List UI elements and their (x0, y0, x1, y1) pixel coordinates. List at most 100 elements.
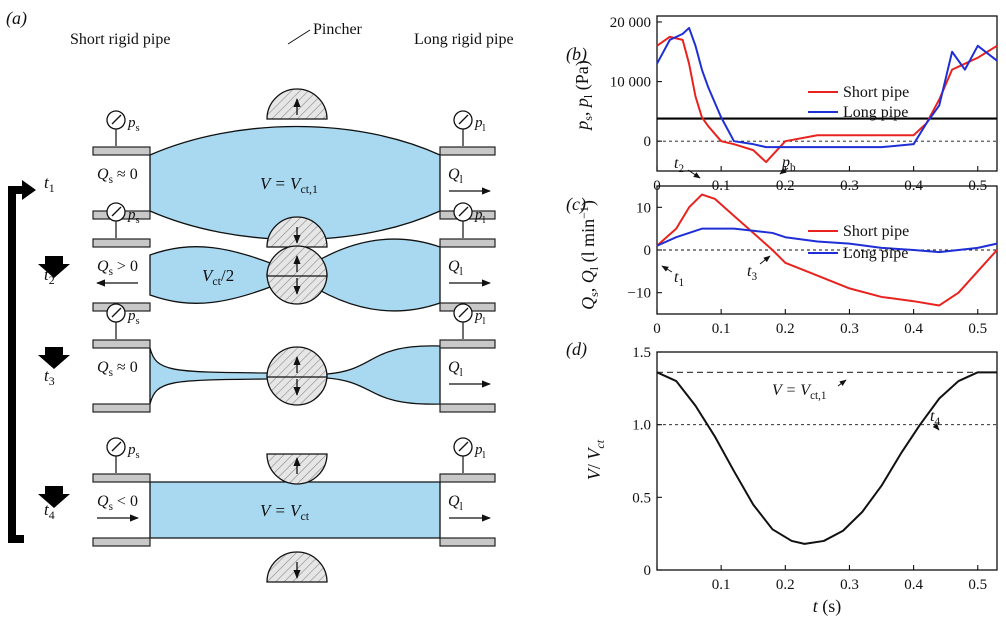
panel-label-a: (a) (6, 8, 27, 29)
legend-entry: Short pipe (808, 84, 909, 101)
y-axis-label-b: ps, pl (Pa) (572, 60, 595, 132)
ps-label: ps (127, 442, 140, 461)
legend-label: Short pipe (843, 223, 909, 240)
ql-label: Ql (448, 258, 463, 278)
pincher-top-3 (266, 374, 328, 406)
ps-label: ps (127, 308, 140, 327)
ql-label: Ql (448, 493, 463, 513)
volume-label: Vct/2 (202, 266, 234, 288)
annotation-t2: t2 (674, 155, 684, 175)
short-pipe-wall-top (92, 339, 151, 349)
stage-arrow-3 (38, 486, 70, 508)
cycle-arrow-head (22, 180, 36, 200)
gauge-needle (111, 307, 122, 318)
y-axis-label-d: V/ Vct (584, 439, 607, 480)
x-tick-label: 0.5 (968, 321, 987, 337)
short-pipe-wall-top (92, 473, 151, 483)
pincher-bottom-4 (266, 551, 328, 583)
plot-frame (656, 15, 998, 172)
annotation-arrow (837, 379, 847, 387)
x-tick-label: 0.3 (840, 321, 859, 337)
pincher-bottom-2 (266, 245, 328, 277)
chart-c: 0 0.1 0.2 0.3 0.4 0.5 −10 0 10 Short pipe Long pip… (577, 185, 998, 337)
ps-label: ps (127, 115, 140, 134)
gauge-needle (111, 441, 122, 452)
legend-entry: Long pipe (808, 104, 908, 121)
y-tick-label: 1.0 (632, 418, 651, 434)
gauge-needle (111, 114, 122, 125)
annotation-t1: t1 (674, 269, 684, 289)
pincher-top-4 (266, 453, 328, 485)
legend-entry: Long pipe (808, 245, 908, 262)
long-pipe-wall-top (439, 238, 496, 248)
series-line-short-pipe (656, 193, 998, 307)
long-pipe-wall-bottom (439, 537, 496, 547)
pl-label: pl (474, 207, 486, 226)
y-tick-label: 0 (644, 243, 652, 259)
x-tick-label: 0.2 (776, 577, 795, 593)
ql-label: Ql (448, 166, 463, 186)
panel-label-b: (b) (566, 44, 587, 65)
series-line-short-pipe (656, 35, 998, 164)
x-tick-label: 0.2 (776, 321, 795, 337)
annotation-arrow (932, 423, 940, 431)
plots-panel: (b) (c) (d) 0 0.1 0.2 0.3 0.4 0.5 0 10 000 20 00… (566, 15, 998, 617)
short-pipe-wall-top (92, 238, 151, 248)
annotation-arrow (661, 265, 673, 273)
legend-label: Long pipe (843, 245, 908, 262)
panel-label-d: (d) (566, 339, 587, 360)
annotation-arrow (687, 169, 701, 179)
y-tick-label: −10 (628, 286, 651, 302)
long-pipe-wall-top (439, 473, 496, 483)
stage-arrow-1 (38, 256, 70, 278)
stage-time-label: t2 (44, 265, 55, 287)
x-tick-label: 0.1 (712, 321, 731, 337)
qs-label: Qs ≈ 0 (97, 166, 138, 186)
long-pipe-wall-top (439, 146, 496, 156)
schematic-panel: (a) Short rigid pipe Long rigid pipe Pin… (6, 8, 514, 583)
qs-label: Qs > 0 (97, 258, 138, 278)
volume-label: V = Vct,1 (260, 174, 318, 196)
ql-label: Ql (448, 359, 463, 379)
stage-time-label: t1 (44, 173, 55, 195)
gauge-needle (458, 307, 469, 318)
y-tick-label: 0 (644, 134, 652, 150)
y-tick-label: 0 (644, 563, 652, 579)
annotation-t3: t3 (747, 263, 757, 283)
stage-rows: ps pl t1 Qs ≈ 0 Ql V = Vct,1 ps pl t2 Qs > 0 Ql Vct… (44, 88, 496, 583)
annotation-pb: pb (781, 154, 796, 174)
annotation-v-ct1: V = Vct,1 (772, 382, 827, 402)
stage-row-4: ps pl t4 Qs < 0 Ql V = Vct (44, 437, 496, 547)
short-pipe-wall-bottom (92, 537, 151, 547)
gauge-needle (458, 206, 469, 217)
short-pipe-wall-bottom (92, 403, 151, 413)
pincher-top-1 (266, 88, 328, 120)
pincher-top-2 (266, 273, 328, 305)
y-tick-label: 20 000 (610, 15, 651, 31)
chart-d: 0.1 0.2 0.3 0.4 0.5 0 0.5 1.0 1.5 V = Vct,1 t4 V/ V… (584, 345, 998, 617)
legend-label: Long pipe (843, 104, 908, 121)
qs-label: Qs ≈ 0 (97, 359, 138, 379)
legend-entry: Short pipe (808, 223, 909, 240)
volume-label: V = Vct (260, 501, 310, 523)
pincher-bottom-3 (266, 346, 328, 378)
long-pipe-wall-bottom (439, 403, 496, 413)
x-axis-label-d: t (s) (813, 596, 842, 617)
stage-row-3: ps pl t3 Qs ≈ 0 Ql (44, 303, 496, 413)
y-tick-label: 10 000 (610, 75, 651, 91)
pincher-leader (287, 29, 311, 45)
pinchers (266, 88, 328, 583)
stage-time-label: t4 (44, 500, 55, 522)
x-tick-label: 0.3 (840, 577, 859, 593)
legend-label: Short pipe (843, 84, 909, 101)
short-pipe-wall-top (92, 146, 151, 156)
pl-label: pl (474, 115, 486, 134)
annotation-arrow (779, 167, 789, 175)
ps-label: ps (127, 207, 140, 226)
x-tick-label: 0.4 (904, 321, 923, 337)
long-pipe-wall-top (439, 339, 496, 349)
x-tick-label: 0.1 (712, 577, 731, 593)
gauge-needle (458, 114, 469, 125)
plot-frame (656, 351, 998, 571)
